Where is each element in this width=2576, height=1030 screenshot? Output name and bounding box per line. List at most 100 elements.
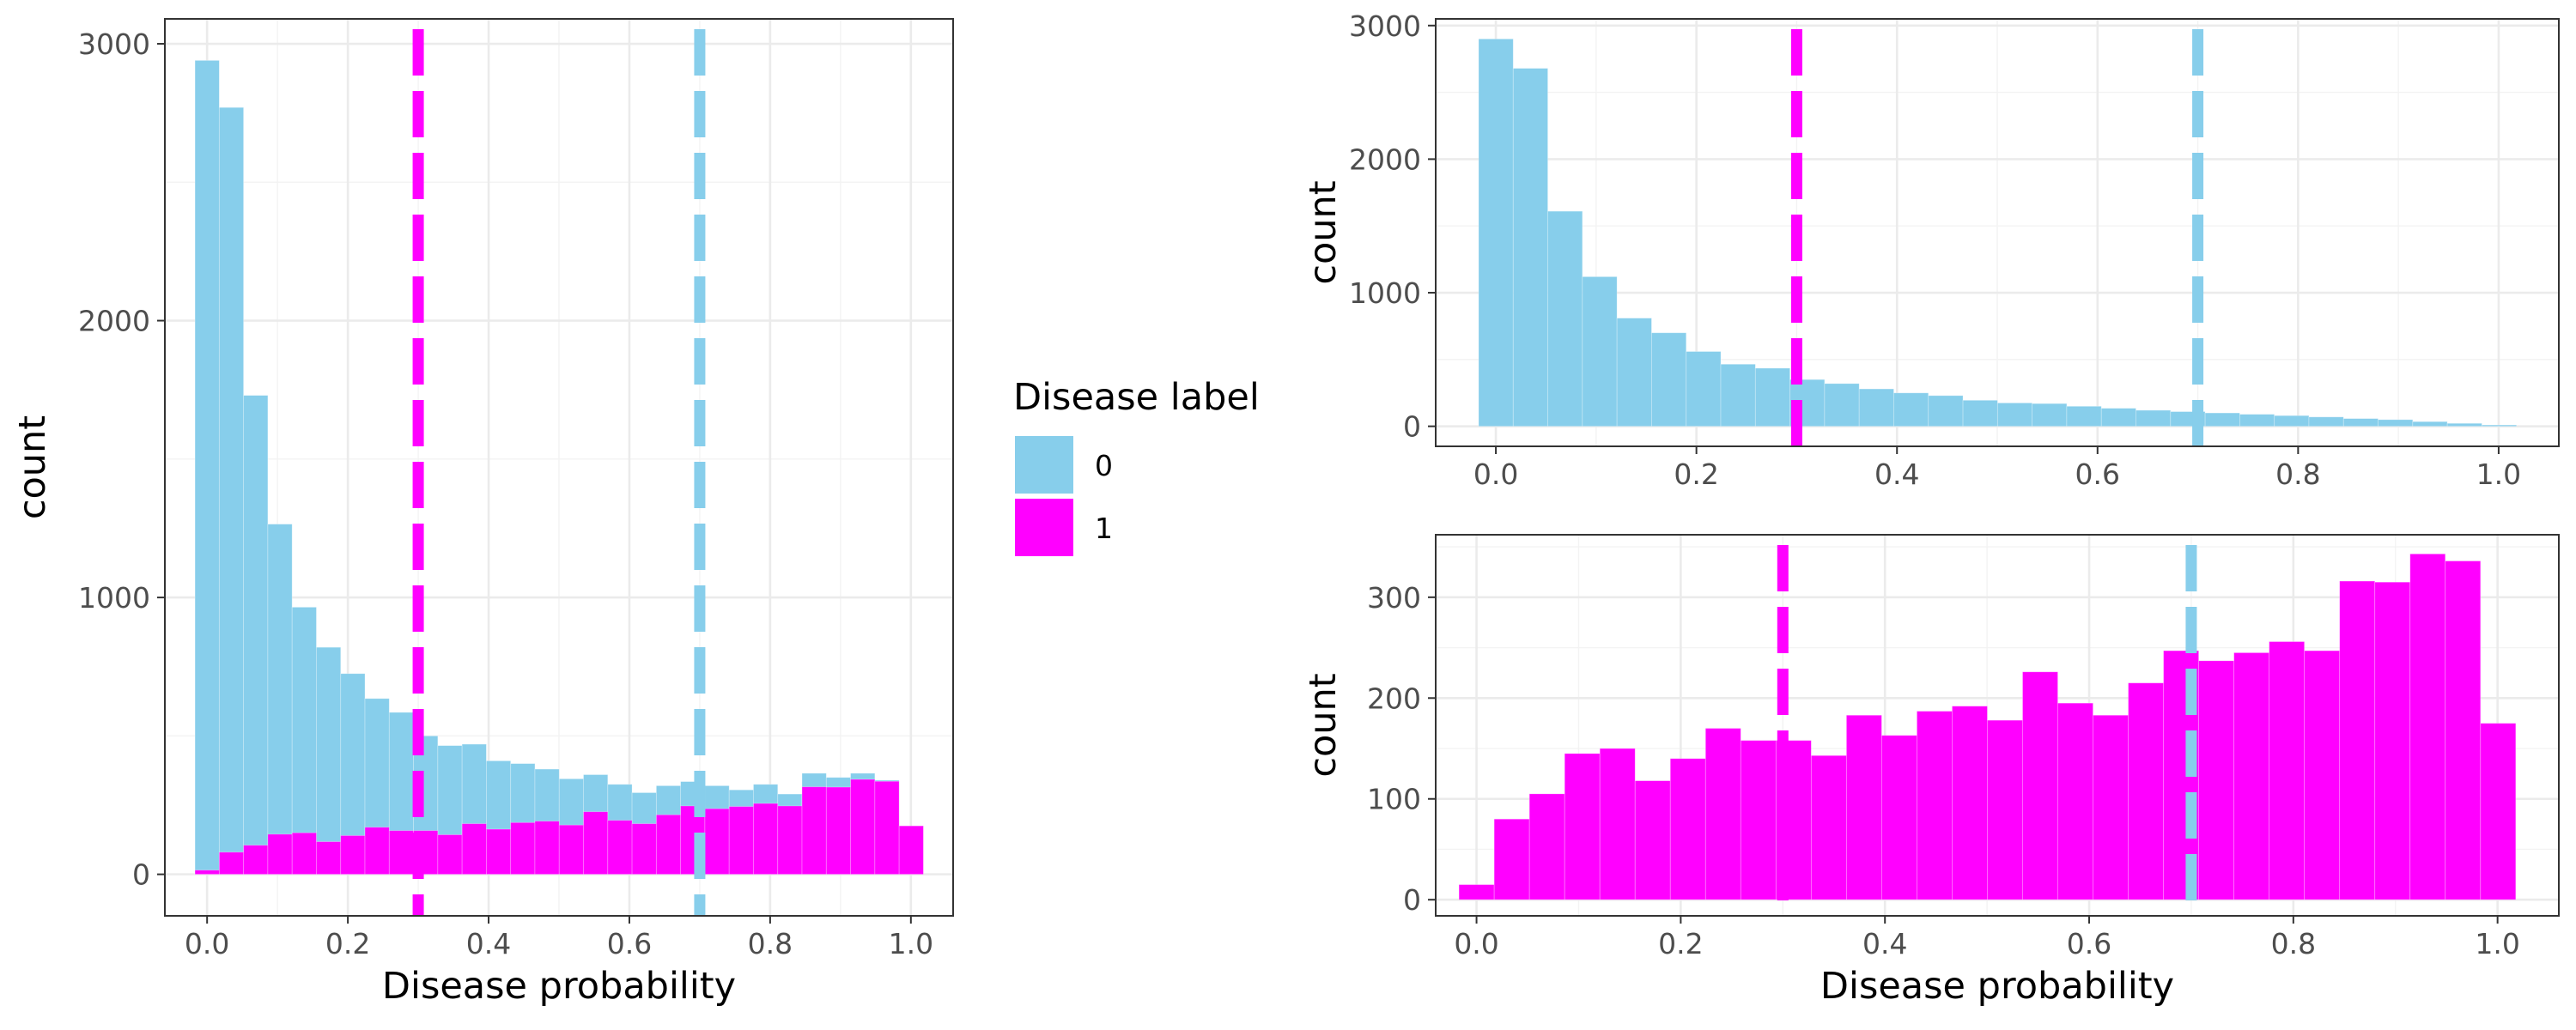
histogram-bar-label-1 (898, 825, 924, 876)
y-axis-title: count (11, 415, 54, 519)
legend: Disease label 0 1 (1013, 376, 1260, 556)
y-tick-label: 2000 (78, 305, 150, 338)
x-tick-label: 0.6 (2067, 927, 2111, 960)
histogram-bar-label-1 (2093, 714, 2129, 900)
histogram-bar-label-1 (243, 845, 269, 876)
histogram-bar-label-1 (1634, 780, 1671, 900)
histogram-bar-label-1 (1917, 711, 1953, 900)
histogram-bar-label-0 (2482, 424, 2518, 427)
histogram-bar-label-0 (2204, 412, 2240, 427)
x-tick-label: 0.8 (2271, 927, 2316, 960)
histogram-bar-label-1 (1564, 753, 1601, 900)
histogram-bar-label-1 (1987, 719, 2023, 900)
histogram-bar-label-0 (2378, 419, 2414, 427)
histogram-bar-label-1 (1740, 740, 1777, 900)
y-tick-label: 1000 (78, 581, 150, 615)
histogram-bar-label-1 (607, 820, 633, 876)
histogram-bar-label-0 (1824, 383, 1860, 427)
histogram-bar-label-1 (2480, 723, 2517, 900)
histogram-bar-label-1 (510, 821, 536, 876)
histogram-bar-label-1 (1599, 748, 1636, 900)
x-axis-title: Disease probability (382, 965, 736, 1008)
histogram-bar-label-0 (243, 395, 269, 876)
histogram-bar-label-0 (1720, 363, 1756, 427)
histogram-bar-label-1 (2198, 660, 2235, 900)
histogram-bar-label-1 (2128, 682, 2164, 900)
histogram-bar-label-0 (2136, 409, 2172, 427)
histogram-bar-label-1 (753, 803, 779, 876)
histogram-bar-label-0 (2446, 422, 2482, 427)
histogram-bar-label-1 (2339, 580, 2376, 900)
histogram-bar-label-1 (825, 786, 851, 876)
panel-border (164, 18, 954, 917)
histogram-bar-label-1 (874, 780, 900, 876)
histogram-bar-label-0 (1547, 210, 1583, 427)
histogram-bar-label-1 (2445, 560, 2482, 900)
x-tick-label: 0.2 (325, 927, 370, 960)
x-tick-label: 0.0 (1473, 457, 1518, 491)
histogram-bar-label-1 (777, 805, 803, 876)
histogram-bar-label-0 (2100, 408, 2136, 427)
histogram-bar-label-1 (2374, 581, 2411, 900)
legend-label-1: 1 (1095, 512, 1113, 545)
histogram-bar-label-0 (2412, 421, 2448, 427)
x-tick-label: 0.4 (1862, 927, 1907, 960)
panel-border (1435, 18, 2560, 447)
x-tick-label: 0.6 (607, 927, 652, 960)
chart-panel-bottom-right: 0.0 0.2 0.4 0.6 0.8 1.0 0 100 200 300 Disease prob… (1302, 534, 2560, 1008)
legend-label-0: 0 (1095, 449, 1113, 482)
histogram-bar-label-1 (291, 832, 317, 876)
histogram-bar-label-0 (1512, 68, 1548, 427)
chart-panel-top-right: 0.0 0.2 0.4 0.6 0.8 1.0 0 1000 2000 3000 count (1302, 9, 2560, 491)
histogram-bar-label-0 (2066, 405, 2102, 427)
histogram-bar-label-0 (1754, 367, 1791, 427)
histogram-bar-label-1 (2269, 641, 2306, 900)
histogram-bar-label-1 (340, 835, 366, 876)
x-axis-title: Disease probability (1820, 965, 2174, 1008)
histogram-bar-label-1 (437, 834, 463, 876)
histogram-bar-label-0 (1893, 392, 1929, 427)
histogram-bar-label-0 (267, 524, 293, 876)
x-tick-label: 1.0 (889, 927, 933, 960)
x-tick-label: 0.4 (466, 927, 511, 960)
histogram-bar-label-0 (1616, 318, 1652, 427)
histogram-bar-label-1 (534, 821, 560, 876)
y-tick-label: 0 (1403, 410, 1421, 444)
histogram-bar-label-0 (316, 646, 342, 876)
histogram-bar-label-1 (388, 830, 414, 876)
x-tick-label: 0.2 (1658, 927, 1703, 960)
y-tick-label: 2000 (1349, 142, 1421, 176)
x-tick-label: 0.2 (1674, 457, 1718, 491)
histogram-bar-label-1 (2022, 671, 2058, 900)
histogram-bar-label-1 (218, 851, 245, 876)
histogram-bar-label-1 (704, 808, 730, 876)
legend-swatch-1 (1015, 499, 1073, 556)
histogram-bar-label-0 (1996, 403, 2033, 427)
chart-panel-left: 0.0 0.2 0.4 0.6 0.8 1.0 0 1000 2000 3000 Disease p… (11, 18, 954, 1008)
histogram-bar-label-1 (1458, 884, 1495, 900)
histogram-bar-label-1 (558, 824, 584, 876)
histogram-bar-label-1 (1493, 818, 1530, 900)
histogram-bar-label-1 (631, 823, 657, 876)
histogram-bar-label-1 (2233, 652, 2270, 900)
histogram-bar-label-1 (1952, 706, 1988, 900)
histogram-bar-label-0 (1651, 332, 1687, 427)
histogram-bar-label-1 (850, 779, 876, 876)
histogram-bar-label-1 (194, 869, 220, 876)
x-tick-label: 0.0 (185, 927, 229, 960)
histogram-bar-label-1 (486, 828, 512, 876)
y-tick-label: 300 (1367, 581, 1421, 615)
x-tick-label: 0.8 (748, 927, 793, 960)
histogram-bar-label-1 (267, 833, 293, 876)
histogram-bar-label-0 (1962, 399, 1998, 427)
histogram-bar-label-0 (1928, 395, 1964, 427)
histogram-bar-label-1 (2304, 650, 2341, 900)
x-tick-label: 0.8 (2275, 457, 2320, 491)
x-tick-label: 0.4 (1874, 457, 1919, 491)
histogram-bar-label-1 (2057, 702, 2093, 900)
histogram-bar-label-1 (1880, 735, 1917, 900)
histogram-bar-label-1 (2409, 553, 2446, 900)
y-tick-label: 100 (1367, 783, 1421, 816)
histogram-bar-label-1 (1669, 758, 1706, 900)
legend-swatch-0 (1015, 436, 1073, 494)
